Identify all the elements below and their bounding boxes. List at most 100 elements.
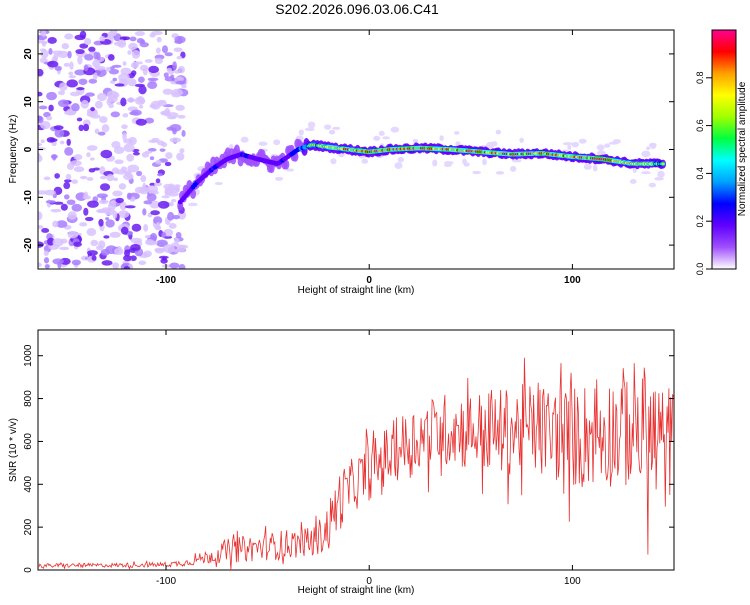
x-tick-label: 100 xyxy=(564,275,581,286)
halo-cell xyxy=(304,127,315,132)
noise-cell xyxy=(103,235,110,239)
noise-cell xyxy=(94,128,100,135)
noise-cell xyxy=(126,192,132,200)
noise-cell xyxy=(162,88,173,95)
noise-cell xyxy=(139,42,149,48)
noise-cell xyxy=(161,232,167,238)
halo-cell xyxy=(592,164,598,172)
colorbar-tick-label: 0.4 xyxy=(695,167,705,180)
noise-cell xyxy=(64,147,74,156)
noise-cell xyxy=(83,64,89,72)
noise-cell xyxy=(73,154,83,161)
noise-cell xyxy=(160,110,171,116)
noise-cell xyxy=(175,80,187,85)
noise-cell xyxy=(174,40,183,44)
noise-cell xyxy=(68,71,74,76)
noise-cell xyxy=(89,157,95,161)
noise-cell xyxy=(149,33,156,38)
noise-cell xyxy=(88,51,95,55)
noise-cell xyxy=(59,82,68,91)
noise-cell xyxy=(105,219,115,228)
noise-cell xyxy=(118,210,130,218)
noise-cell xyxy=(177,114,186,119)
noise-cell xyxy=(93,51,99,60)
noise-cell xyxy=(84,53,94,61)
noise-cell xyxy=(54,65,62,71)
noise-cell xyxy=(38,225,44,229)
noise-cell xyxy=(87,200,99,208)
noise-cell xyxy=(175,104,185,111)
halo-cell xyxy=(632,167,637,174)
noise-cell xyxy=(86,145,98,151)
noise-cell xyxy=(40,139,45,144)
noise-cell xyxy=(127,78,137,87)
snr-x-ticks: -100 0 100 xyxy=(156,330,581,587)
halo-cell xyxy=(453,131,460,135)
noise-cell xyxy=(91,255,97,261)
noise-cell xyxy=(50,208,62,213)
noise-cell xyxy=(45,200,56,204)
halo-cell xyxy=(571,141,580,148)
noise-cell xyxy=(122,113,129,118)
noise-cell xyxy=(147,81,158,90)
halo-cell xyxy=(286,168,295,172)
y-tick-label: -20 xyxy=(23,237,34,252)
noise-cell xyxy=(161,264,172,268)
noise-cell xyxy=(169,262,180,269)
halo-cell xyxy=(657,170,665,178)
noise-cell xyxy=(157,173,163,177)
noise-cell xyxy=(88,78,98,84)
ridge-core xyxy=(661,162,665,166)
noise-cell xyxy=(40,30,47,37)
noise-cell xyxy=(76,87,85,91)
noise-cell xyxy=(149,156,155,161)
noise-cell xyxy=(153,216,163,225)
halo-cell xyxy=(328,129,336,135)
halo-cell xyxy=(439,135,444,141)
noise-cell xyxy=(71,203,83,212)
snr-x-axis-label: Height of straight line (km) xyxy=(298,585,415,596)
noise-cell xyxy=(70,160,82,167)
noise-cell xyxy=(179,148,185,154)
noise-cell xyxy=(167,70,175,75)
noise-cell xyxy=(78,78,88,85)
noise-cell xyxy=(131,49,141,59)
noise-cell xyxy=(106,173,115,182)
noise-cell xyxy=(105,217,110,221)
noise-cell xyxy=(92,59,101,68)
noise-cell xyxy=(113,177,119,182)
spectrogram-y-ticks: -20 -10 0 10 20 xyxy=(23,48,674,252)
noise-cell xyxy=(64,110,77,116)
noise-cell xyxy=(101,124,110,133)
noise-cell xyxy=(108,68,120,75)
noise-cell xyxy=(120,97,127,107)
noise-cell xyxy=(43,111,51,118)
heatmap-cells xyxy=(38,30,667,269)
halo-cell xyxy=(187,202,198,207)
noise-cell xyxy=(99,116,108,124)
halo-cell xyxy=(495,129,502,135)
spectrogram-y-axis-label: Frequency (Hz) xyxy=(8,115,19,184)
noise-cell xyxy=(148,65,160,74)
noise-cell xyxy=(132,151,140,156)
noise-cell xyxy=(99,175,107,180)
halo-cell xyxy=(274,176,284,181)
noise-cell xyxy=(90,114,101,119)
noise-cell xyxy=(86,152,91,158)
halo-cell xyxy=(443,163,452,167)
noise-cell xyxy=(78,124,84,132)
noise-cell xyxy=(123,138,134,144)
noise-cell xyxy=(145,239,154,245)
noise-cell xyxy=(124,205,136,209)
noise-cell xyxy=(134,186,145,194)
ridge-halo xyxy=(283,159,290,170)
noise-cell xyxy=(120,226,129,235)
halo-cell xyxy=(596,150,606,156)
noise-cell xyxy=(75,49,85,55)
halo-cell xyxy=(510,165,517,172)
halo-cell xyxy=(273,139,281,146)
noise-cell xyxy=(57,99,70,108)
figure-title: S202.2026.096.03.06.C41 xyxy=(275,1,439,17)
noise-cell xyxy=(126,153,134,162)
noise-cell xyxy=(157,200,170,209)
